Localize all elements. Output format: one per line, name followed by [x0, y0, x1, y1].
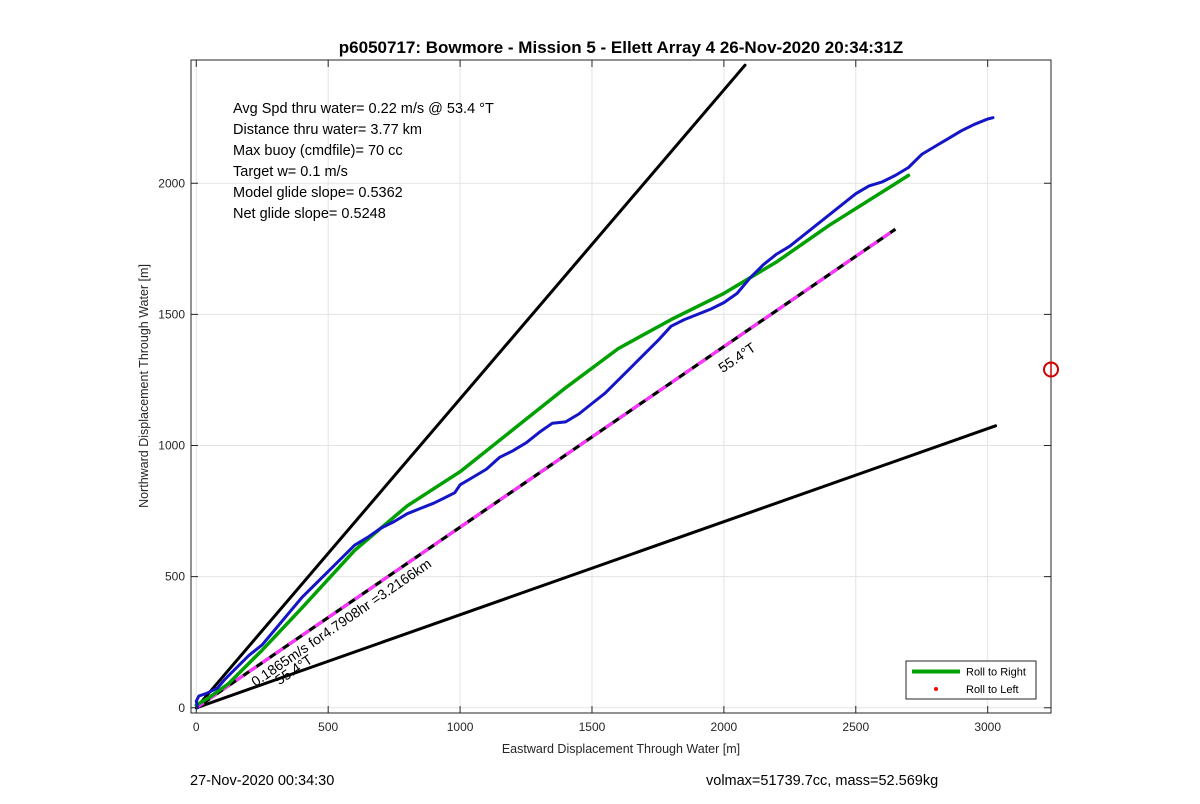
- y-tick-label-4: 2000: [158, 176, 185, 190]
- tick-layer: 0 500 1000 1500 2000 2500 3000 0 500 1000 1500 2000: [158, 60, 1051, 734]
- y-tick-label-1: 500: [165, 570, 185, 584]
- x-tick-label-6: 3000: [974, 720, 1001, 734]
- legend-box: [905, 660, 1037, 700]
- y-tick-label-0: 0: [178, 701, 185, 715]
- stat-line-1: Distance thru water= 3.77 km: [233, 122, 422, 138]
- stat-line-5: Net glide slope= 0.5248: [233, 206, 386, 222]
- chart-title: p6050717: Bowmore - Mission 5 - Ellett A…: [339, 38, 903, 57]
- x-tick-label-2: 1000: [447, 720, 474, 734]
- x-tick-label-4: 2000: [711, 720, 738, 734]
- y-axis-label: Northward Displacement Through Water [m]: [137, 264, 151, 508]
- plot-area: 55.4°T0.1865m/s for4.7908hr =3.2166km55.…: [158, 59, 1052, 734]
- stat-line-0: Avg Spd thru water= 0.22 m/s @ 53.4 °T: [233, 101, 494, 117]
- series-line-1: [194, 424, 998, 710]
- legend: Roll to Right Roll to Left: [905, 660, 1037, 700]
- x-axis-label: Eastward Displacement Through Water [m]: [502, 742, 740, 756]
- x-tick-label-0: 0: [193, 720, 200, 734]
- series-line-0: [194, 63, 747, 710]
- x-tick-label-5: 2500: [842, 720, 869, 734]
- stat-line-4: Model glide slope= 0.5362: [233, 185, 403, 201]
- stat-line-2: Max buoy (cmdfile)= 70 cc: [233, 143, 403, 159]
- plot-frame: [190, 59, 1052, 714]
- footer-volmax-mass: volmax=51739.7cc, mass=52.569kg: [706, 773, 939, 789]
- legend-label-roll-right: Roll to Right: [966, 667, 1026, 679]
- y-tick-label-3: 1500: [158, 307, 185, 321]
- x-tick-label-3: 1500: [579, 720, 606, 734]
- series-heading-line-dash: [195, 227, 897, 710]
- footer-timestamp: 27-Nov-2020 00:34:30: [190, 773, 335, 789]
- series-layer: [194, 63, 998, 710]
- y-tick-label-2: 1000: [158, 439, 185, 453]
- series-line-4: [194, 116, 995, 710]
- x-tick-label-1: 500: [318, 720, 338, 734]
- grid: [191, 60, 1051, 713]
- legend-swatch-roll-left: [934, 687, 938, 691]
- legend-label-roll-left: Roll to Left: [966, 684, 1019, 696]
- stat-line-3: Target w= 0.1 m/s: [233, 164, 348, 180]
- stats-block: Avg Spd thru water= 0.22 m/s @ 53.4 °T Di…: [233, 101, 494, 222]
